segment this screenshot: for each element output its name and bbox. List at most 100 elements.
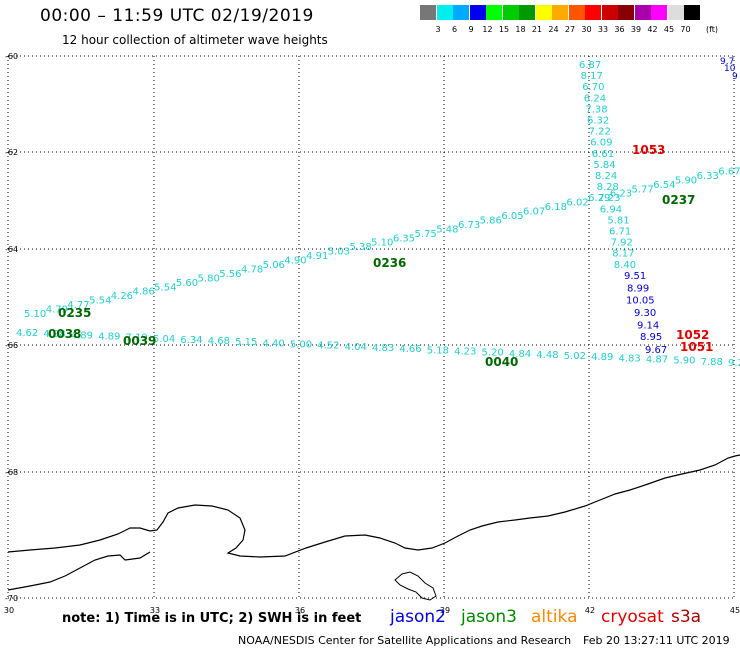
legend-swatch bbox=[684, 5, 700, 20]
wave-height-label: 4.52 bbox=[317, 341, 339, 352]
wave-height-label: 4.26 bbox=[111, 291, 133, 302]
legend-label: 21 bbox=[531, 25, 543, 34]
wave-height-label: 4.62 bbox=[16, 328, 38, 339]
legend-label: 70 bbox=[680, 25, 691, 34]
wave-height-label: 5.90 bbox=[675, 175, 697, 186]
wave-height-label: 4.04 bbox=[345, 342, 367, 353]
wave-height-label: 5.86 bbox=[480, 215, 502, 226]
legend-swatch bbox=[552, 5, 568, 20]
latitude-tick-label: -66 bbox=[5, 341, 18, 350]
wave-height-label: 5.38 bbox=[349, 242, 371, 253]
wave-height-label: 6.87 bbox=[579, 60, 601, 71]
longitude-tick-label: 36 bbox=[295, 606, 305, 615]
wave-height-label: 5.60 bbox=[176, 278, 198, 289]
legend-label: 45 bbox=[663, 25, 675, 34]
latitude-tick-label: -62 bbox=[5, 148, 18, 157]
wave-height-label: 7.38 bbox=[585, 104, 607, 115]
legend-swatch bbox=[535, 5, 552, 20]
grid-lines bbox=[7, 55, 735, 599]
wave-height-label: 8.24 bbox=[595, 171, 617, 182]
wave-height-label: 6.71 bbox=[609, 227, 631, 238]
wave-height-label: 5.10 bbox=[24, 309, 46, 320]
track-labels: 5.10 4.79 4.77 5.54 4.26 4.86 5.54 5.60 5.80 5.56… bbox=[16, 57, 740, 369]
wave-height-label: 10.05 bbox=[626, 296, 655, 307]
coastline bbox=[7, 454, 740, 591]
legend-label: 27 bbox=[564, 25, 576, 34]
satellite-altika-label: altika bbox=[531, 607, 578, 627]
wave-height-label: 5.04 bbox=[153, 334, 175, 345]
longitude-tick-label: 30 bbox=[4, 606, 14, 615]
legend-swatch bbox=[436, 5, 453, 20]
wave-height-label: 6.07 bbox=[523, 207, 545, 218]
wave-height-label: 4.23 bbox=[454, 346, 476, 357]
legend-swatch bbox=[568, 5, 585, 20]
wave-height-label: 6.32 bbox=[587, 116, 609, 127]
wave-height-label: 6.67 bbox=[718, 166, 740, 177]
legend-label: 42 bbox=[647, 25, 658, 34]
time-label: 0237 bbox=[662, 193, 695, 207]
wave-height-label: 6.05 bbox=[501, 211, 523, 222]
satellite-cryosat-label: cryosat bbox=[601, 607, 664, 627]
wave-height-label: 6.70 bbox=[582, 82, 604, 93]
legend-label: 39 bbox=[630, 25, 642, 34]
wave-height-label: 6.09 bbox=[590, 138, 612, 149]
wave-height-label: 7.19 bbox=[126, 333, 148, 344]
wave-height-label: 9.7 bbox=[720, 57, 734, 67]
legend-swatch bbox=[453, 5, 469, 20]
legend-swatch bbox=[634, 5, 651, 20]
wave-height-label: 8.17 bbox=[581, 71, 603, 82]
wave-height-label: 5.54 bbox=[89, 296, 111, 307]
wave-height-label: 5.48 bbox=[436, 224, 458, 235]
longitude-tick-label: 33 bbox=[150, 606, 160, 615]
chart-title: 00:00 – 11:59 UTC 02/19/2019 bbox=[40, 6, 314, 26]
wave-height-label: 6.54 bbox=[653, 180, 675, 191]
wave-height-label: 6.34 bbox=[180, 335, 202, 346]
longitude-tick-label: 42 bbox=[585, 606, 595, 615]
wave-height-label: 4.89 bbox=[98, 331, 120, 342]
wave-height-label: 9 bbox=[732, 72, 738, 82]
legend-swatch bbox=[618, 5, 634, 20]
wave-height-label: 5.10 bbox=[371, 238, 393, 249]
legend-unit: (ft) bbox=[706, 25, 719, 34]
wave-height-label: 5.03 bbox=[328, 247, 350, 258]
wave-height-label: 4.68 bbox=[208, 336, 230, 347]
wave-height-label: 5.02 bbox=[564, 351, 586, 362]
wave-height-label: 8.95 bbox=[640, 332, 662, 343]
legend-label: 18 bbox=[515, 25, 526, 34]
legend-label: 24 bbox=[548, 25, 559, 34]
legend-label: 33 bbox=[597, 25, 609, 34]
wave-height-label: 4.66 bbox=[399, 344, 421, 355]
legend-swatch bbox=[519, 5, 535, 20]
wave-height-label: 4.90 bbox=[284, 256, 306, 267]
time-label: 0236 bbox=[373, 256, 406, 270]
time-label: 1052 bbox=[676, 328, 709, 342]
wave-height-label: 4.91 bbox=[306, 251, 328, 262]
wave-height-label: 5.75 bbox=[415, 229, 437, 240]
legend-swatch bbox=[667, 5, 684, 20]
time-label: 1053 bbox=[632, 143, 665, 157]
wave-height-label: 4.48 bbox=[536, 350, 558, 361]
wave-height-label: 6.24 bbox=[584, 93, 606, 104]
wave-height-label: 5.84 bbox=[593, 160, 615, 171]
wave-height-label: 5.54 bbox=[154, 282, 176, 293]
wave-height-label: 8.40 bbox=[614, 260, 636, 271]
latitude-tick-label: -60 bbox=[5, 52, 18, 61]
wave-height-label: 4.83 bbox=[372, 343, 394, 354]
wave-height-label: 4.79 bbox=[46, 305, 68, 316]
wave-height-label: 6.94 bbox=[600, 204, 622, 215]
wave-height-label: 6.35 bbox=[393, 233, 415, 244]
legend-swatch bbox=[601, 5, 618, 20]
footer-timestamp: Feb 20 13:27:11 UTC 2019 bbox=[583, 634, 730, 647]
wave-height-label: 5.81 bbox=[607, 215, 629, 226]
legend-label: 3 bbox=[435, 25, 441, 34]
latitude-tick-label: -68 bbox=[5, 468, 18, 477]
wave-height-label: 4.86 bbox=[132, 287, 154, 298]
legend-label: 6 bbox=[451, 25, 458, 34]
legend-swatch bbox=[469, 5, 486, 20]
wave-height-label: 9.2 bbox=[728, 358, 740, 369]
wave-height-label: 5.80 bbox=[198, 273, 220, 284]
wave-height-label: 5.90 bbox=[673, 356, 695, 367]
footnote: note: 1) Time is in UTC; 2) SWH is in fe… bbox=[62, 611, 362, 626]
wave-height-label: 9.51 bbox=[624, 271, 646, 282]
